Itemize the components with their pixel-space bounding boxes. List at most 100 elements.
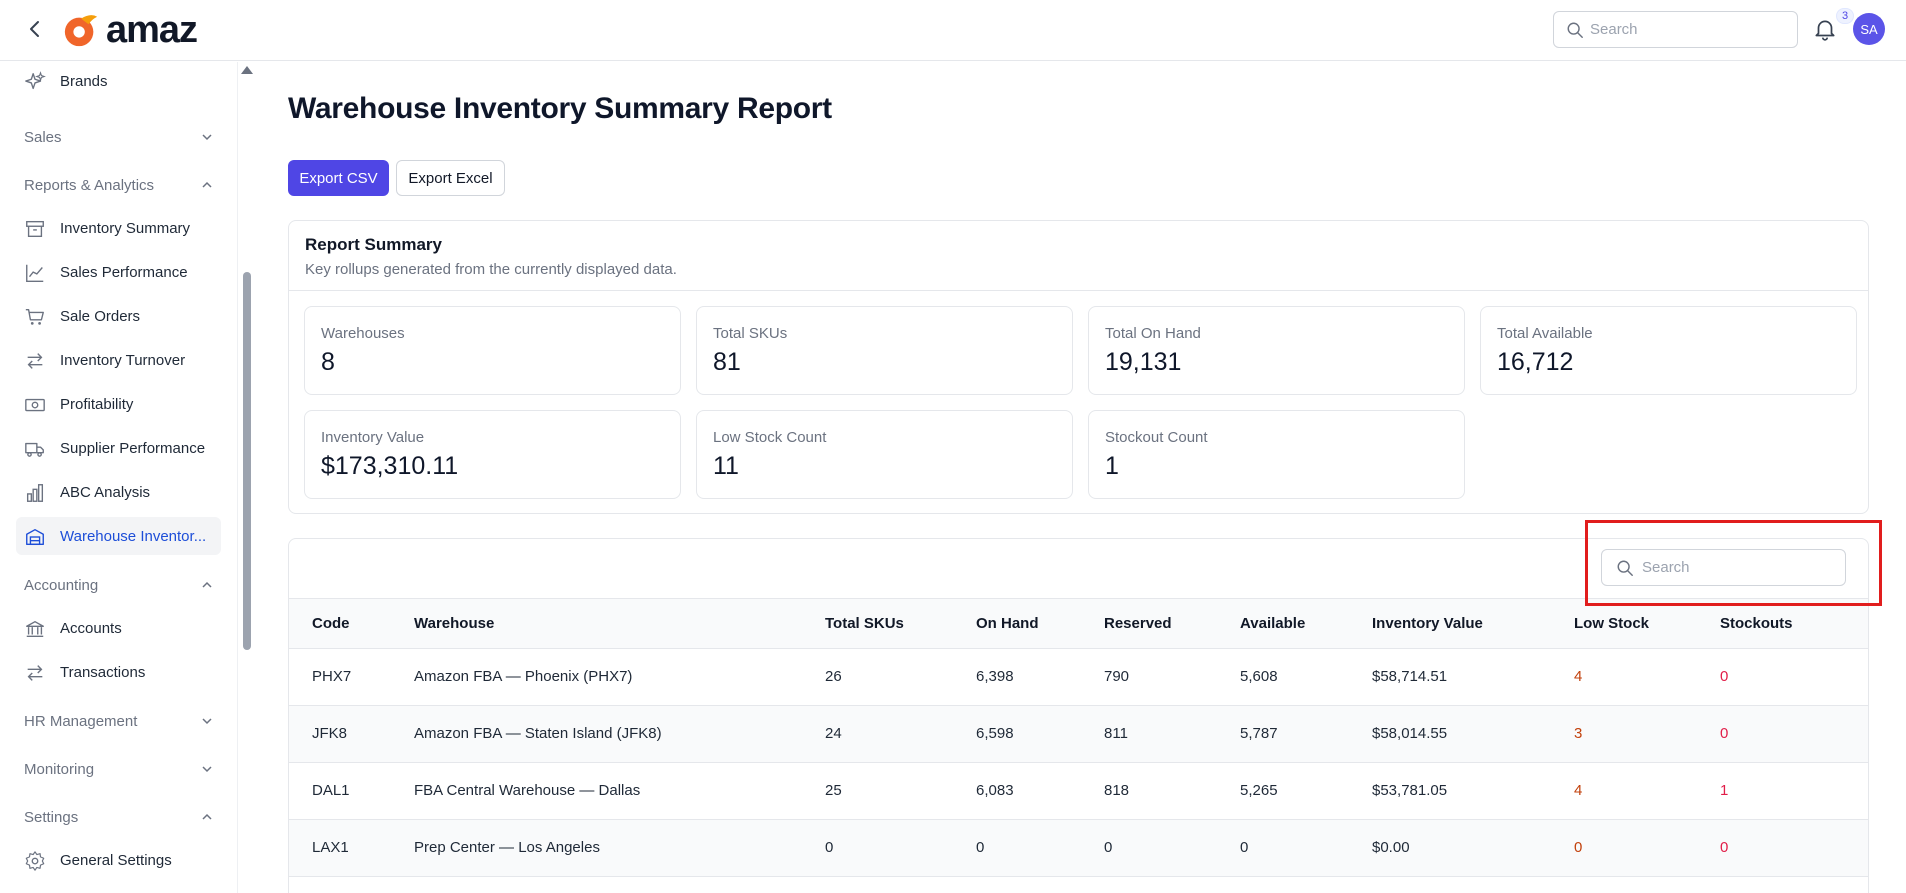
sidebar-item-label: Warehouse Inventor...: [60, 527, 207, 545]
column-header-low-stock[interactable]: Low Stock: [1574, 615, 1650, 632]
cell-stockouts: 0: [1720, 725, 1729, 742]
archive-icon: [26, 220, 44, 238]
sidebar-item-inventory-summary[interactable]: Inventory Summary: [16, 209, 221, 247]
sidebar-item-transactions[interactable]: Transactions: [16, 653, 221, 691]
cell-on-hand: 0: [976, 839, 985, 856]
column-header-inventory-value[interactable]: Inventory Value: [1372, 615, 1483, 632]
sidebar-item-label: ABC Analysis: [60, 483, 151, 501]
gear-icon: [25, 851, 45, 871]
stat-low-stock-count: Low Stock Count 11: [696, 410, 1073, 499]
stat-label: Total On Hand: [1105, 325, 1201, 342]
column-header-stockouts[interactable]: Stockouts: [1720, 615, 1793, 632]
stat-total-skus: Total SKUs 81: [696, 306, 1073, 395]
sidebar-item-supplier-performance[interactable]: Supplier Performance: [16, 429, 221, 467]
sidebar-item-label: Inventory Turnover: [60, 351, 186, 369]
sidebar-section-reports[interactable]: Reports & Analytics: [24, 170, 214, 200]
cell-reserved: 811: [1104, 725, 1128, 742]
notification-badge: 3: [1836, 8, 1854, 24]
back-arrow-icon[interactable]: [22, 16, 48, 42]
sidebar-item-accounts[interactable]: Accounts: [16, 609, 221, 647]
header-search[interactable]: [1553, 11, 1798, 48]
search-icon: [1567, 22, 1583, 38]
sidebar-section-hr[interactable]: HR Management: [24, 706, 214, 736]
cell-available: 5,608: [1240, 668, 1278, 685]
column-header-code[interactable]: Code: [312, 615, 350, 632]
table-row[interactable]: LAX1 Prep Center — Los Angeles 0 0 0 0 $…: [289, 820, 1868, 877]
sidebar-section-accounting[interactable]: Accounting: [24, 570, 214, 600]
divider: [289, 290, 1868, 291]
export-csv-button[interactable]: Export CSV: [288, 160, 389, 196]
truck-icon: [25, 442, 44, 457]
cell-code: JFK8: [312, 725, 348, 742]
cell-inventory-value: $0.00: [1372, 839, 1410, 856]
cell-total-skus: 26: [825, 668, 842, 685]
header-search-input[interactable]: [1590, 21, 1797, 38]
sidebar-item-sale-orders[interactable]: Sale Orders: [16, 297, 221, 335]
stat-warehouses: Warehouses 8: [304, 306, 681, 395]
table-search-input[interactable]: [1642, 559, 1845, 576]
stat-total-on-hand: Total On Hand 19,131: [1088, 306, 1465, 395]
sidebar-section-label: Sales: [24, 128, 62, 146]
cell-on-hand: 6,598: [976, 725, 1014, 742]
scroll-up-arrow-icon[interactable]: [241, 66, 253, 74]
export-excel-button[interactable]: Export Excel: [396, 160, 505, 196]
stat-stockout-count: Stockout Count 1: [1088, 410, 1465, 499]
sidebar-item-warehouse-inventory[interactable]: Warehouse Inventor...: [16, 517, 221, 555]
cell-code: DAL1: [312, 782, 350, 799]
cell-inventory-value: $58,014.55: [1372, 725, 1448, 742]
stat-value: $173,310.11: [321, 452, 459, 480]
sidebar-item-label: Supplier Performance: [60, 439, 206, 457]
sidebar-section-label: HR Management: [24, 712, 138, 730]
chart-line-icon: [26, 264, 44, 282]
sidebar-item-label: Accounts: [60, 619, 122, 637]
cell-available: 0: [1240, 839, 1249, 856]
table-header: Code Warehouse Total SKUs On Hand Reserv…: [289, 598, 1868, 649]
cart-icon: [25, 308, 44, 325]
sidebar-section-settings[interactable]: Settings: [24, 802, 214, 832]
sidebar-item-brands[interactable]: Brands: [16, 62, 221, 100]
sidebar-item-profitability[interactable]: Profitability: [16, 385, 221, 423]
sidebar-section-monitoring[interactable]: Monitoring: [24, 754, 214, 784]
page-title: Warehouse Inventory Summary Report: [288, 92, 832, 125]
sidebar-item-label: Inventory Summary: [60, 219, 191, 237]
table-row[interactable]: DAL1 FBA Central Warehouse — Dallas 25 6…: [289, 763, 1868, 820]
sidebar-item-abc-analysis[interactable]: ABC Analysis: [16, 473, 221, 511]
column-header-warehouse[interactable]: Warehouse: [414, 615, 495, 632]
column-header-on-hand[interactable]: On Hand: [976, 615, 1039, 632]
cell-total-skus: 24: [825, 725, 842, 742]
sparkles-icon: [25, 71, 46, 90]
table-row[interactable]: JFK8 Amazon FBA — Staten Island (JFK8) 2…: [289, 706, 1868, 763]
sidebar-item-sales-performance[interactable]: Sales Performance: [16, 253, 221, 291]
cell-on-hand: 6,398: [976, 668, 1014, 685]
column-header-available[interactable]: Available: [1240, 615, 1306, 632]
stat-total-available: Total Available 16,712: [1480, 306, 1857, 395]
sidebar-scrollbar[interactable]: [243, 272, 251, 650]
cell-on-hand: 6,083: [976, 782, 1014, 799]
sidebar-section-label: Settings: [24, 808, 79, 826]
table-search[interactable]: [1601, 549, 1846, 586]
sidebar-section-label: Accounting: [24, 576, 99, 594]
sidebar-item-general-settings[interactable]: General Settings: [16, 841, 221, 879]
column-header-reserved[interactable]: Reserved: [1104, 615, 1172, 632]
sidebar-item-inventory-turnover[interactable]: Inventory Turnover: [16, 341, 221, 379]
stat-value: 11: [713, 452, 739, 480]
stat-value: 16,712: [1497, 348, 1574, 376]
cell-low-stock: 3: [1574, 725, 1583, 742]
cell-low-stock: 0: [1574, 839, 1583, 856]
app-logo[interactable]: amaz: [62, 9, 198, 51]
avatar[interactable]: SA: [1853, 13, 1885, 45]
cell-available: 5,787: [1240, 725, 1278, 742]
cell-available: 5,265: [1240, 782, 1278, 799]
bell-icon[interactable]: [1812, 16, 1838, 42]
chevron-down-icon: [202, 134, 212, 141]
sidebar-section-sales[interactable]: Sales: [24, 122, 214, 152]
column-header-total-skus[interactable]: Total SKUs: [825, 615, 904, 632]
logo-icon: [64, 15, 98, 47]
summary-subtitle: Key rollups generated from the currently…: [305, 261, 677, 278]
chevron-up-icon: [202, 181, 212, 188]
sidebar-item-label: Sales Performance: [60, 263, 188, 281]
cell-inventory-value: $53,781.05: [1372, 782, 1448, 799]
table-row[interactable]: PHX7 Amazon FBA — Phoenix (PHX7) 26 6,39…: [289, 649, 1868, 706]
cell-stockouts: 1: [1720, 782, 1729, 799]
sidebar-section-label: Monitoring: [24, 760, 95, 778]
